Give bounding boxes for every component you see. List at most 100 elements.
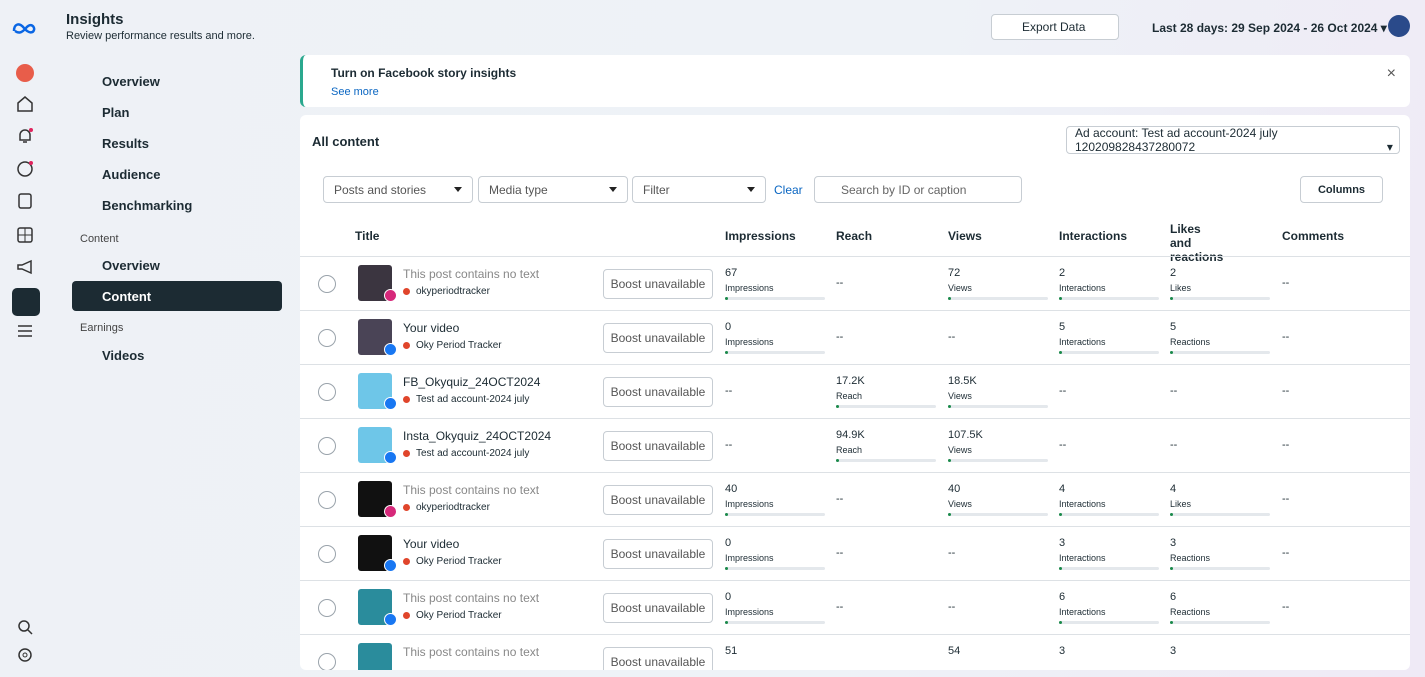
metric-label: Reactions (1170, 553, 1211, 563)
page-subtitle: Review performance results and more. (66, 30, 255, 42)
row-select[interactable] (318, 383, 336, 401)
post-title[interactable]: This post contains no text (403, 483, 540, 497)
settings-icon[interactable] (16, 646, 34, 664)
column-header[interactable]: Views (948, 229, 982, 243)
boost-button[interactable]: Boost unavailable (603, 647, 713, 670)
ad-account-label: Ad account: Test ad account-2024 july 12… (1075, 126, 1278, 154)
nav-item[interactable]: Audience (102, 167, 161, 182)
post-account: Oky Period Tracker (403, 610, 502, 621)
date-range[interactable]: Last 28 days: 29 Sep 2024 - 26 Oct 2024 … (1152, 21, 1387, 35)
metric-fill (1170, 513, 1173, 516)
metric-track (725, 621, 825, 624)
metric-fill (836, 459, 839, 462)
post-title[interactable]: This post contains no text (403, 591, 540, 605)
boost-button[interactable]: Boost unavailable (603, 539, 713, 569)
post-title[interactable]: This post contains no text (403, 267, 540, 281)
column-header[interactable]: Reach (836, 229, 873, 243)
metric-cell: -- (948, 331, 1048, 343)
export-button[interactable]: Export Data (991, 14, 1119, 40)
metric-fill (725, 621, 728, 624)
ad-account-select[interactable]: Ad account: Test ad account-2024 july 12… (1066, 126, 1400, 154)
metric-cell: 17.2K Reach (836, 375, 936, 408)
metric-label: Interactions (1059, 499, 1106, 509)
pages-icon[interactable] (16, 192, 34, 210)
filter-dropdown[interactable]: Filter (632, 176, 766, 203)
metric-cell: 0 Impressions (725, 321, 825, 354)
grid-icon[interactable] (16, 226, 34, 244)
metric-label: Impressions (725, 607, 774, 617)
account-avatar[interactable] (16, 64, 34, 82)
post-title[interactable]: Your video (403, 321, 460, 335)
metric-fill (725, 351, 728, 354)
metric-cell: -- (1282, 439, 1382, 451)
post-title[interactable]: Your video (403, 537, 460, 551)
account-dot (403, 558, 410, 565)
row-select[interactable] (318, 599, 336, 617)
nav-item[interactable]: Overview (102, 258, 160, 273)
metric-value: 3 (1170, 645, 1177, 657)
boost-button[interactable]: Boost unavailable (603, 269, 713, 299)
account-dot (403, 396, 410, 403)
column-header[interactable]: Likes and reactions (1170, 222, 1224, 264)
row-select[interactable] (318, 545, 336, 563)
boost-button[interactable]: Boost unavailable (603, 323, 713, 353)
nav-item[interactable]: Results (102, 136, 149, 151)
metric-cell: 6 Interactions (1059, 591, 1159, 624)
search-box[interactable]: Search by ID or caption (814, 176, 1022, 203)
boost-button[interactable]: Boost unavailable (603, 377, 713, 407)
row-select[interactable] (318, 437, 336, 455)
post-title[interactable]: Insta_Okyquiz_24OCT2024 (403, 429, 552, 443)
metric-label: Interactions (1059, 283, 1106, 293)
boost-button[interactable]: Boost unavailable (603, 593, 713, 623)
metric-cell: -- (836, 331, 936, 343)
metric-empty: -- (836, 493, 844, 505)
metric-empty: -- (1282, 547, 1290, 559)
post-title[interactable]: This post contains no text (403, 645, 540, 659)
row-select[interactable] (318, 491, 336, 509)
nav-item[interactable]: Videos (102, 348, 145, 363)
menu-icon[interactable] (16, 322, 34, 340)
row-select[interactable] (318, 275, 336, 293)
metric-label: Reactions (1170, 337, 1211, 347)
columns-label: Columns (1317, 183, 1366, 196)
platform-badge (384, 505, 397, 518)
column-header[interactable]: Comments (1282, 229, 1345, 243)
messages-icon[interactable] (16, 160, 34, 178)
metric-value: 3 (1059, 645, 1066, 657)
post-title[interactable]: FB_Okyquiz_24OCT2024 (403, 375, 541, 389)
clear-filters[interactable]: Clear (774, 183, 803, 197)
notifications-icon[interactable] (16, 127, 34, 145)
profile-avatar[interactable] (1388, 15, 1410, 37)
row-select[interactable] (318, 329, 336, 347)
metric-empty: -- (836, 547, 844, 559)
nav-item[interactable]: Content (102, 289, 152, 304)
metric-label: Impressions (725, 499, 774, 509)
nav-item[interactable]: Plan (102, 105, 130, 120)
row-select[interactable] (318, 653, 336, 670)
metric-empty: -- (1170, 439, 1178, 451)
banner-link[interactable]: See more (331, 86, 379, 98)
metric-label: Reach (836, 391, 863, 401)
metric-label: Interactions (1059, 607, 1106, 617)
metric-cell: -- (948, 601, 1048, 613)
ads-icon[interactable] (16, 258, 34, 276)
filter-dropdown[interactable]: Media type (478, 176, 628, 203)
column-header[interactable]: Interactions (1059, 229, 1128, 243)
banner-title: Turn on Facebook story insights (331, 66, 517, 80)
metric-value: 5 (1170, 321, 1177, 333)
columns-button[interactable]: Columns (1300, 176, 1383, 203)
nav-item[interactable]: Overview (102, 74, 160, 89)
metric-cell: -- (836, 277, 936, 289)
metric-cell: -- (725, 439, 825, 451)
home-icon[interactable] (16, 95, 34, 113)
filter-dropdown[interactable]: Posts and stories (323, 176, 473, 203)
search-icon[interactable] (16, 618, 34, 636)
boost-button[interactable]: Boost unavailable (603, 431, 713, 461)
metric-track (1170, 351, 1270, 354)
nav-item[interactable]: Benchmarking (102, 198, 193, 213)
column-header[interactable]: Impressions (725, 229, 796, 243)
boost-button[interactable]: Boost unavailable (603, 485, 713, 515)
insights-icon-active[interactable] (12, 288, 40, 316)
banner-close[interactable]: × (1386, 65, 1396, 82)
metric-fill (948, 459, 951, 462)
